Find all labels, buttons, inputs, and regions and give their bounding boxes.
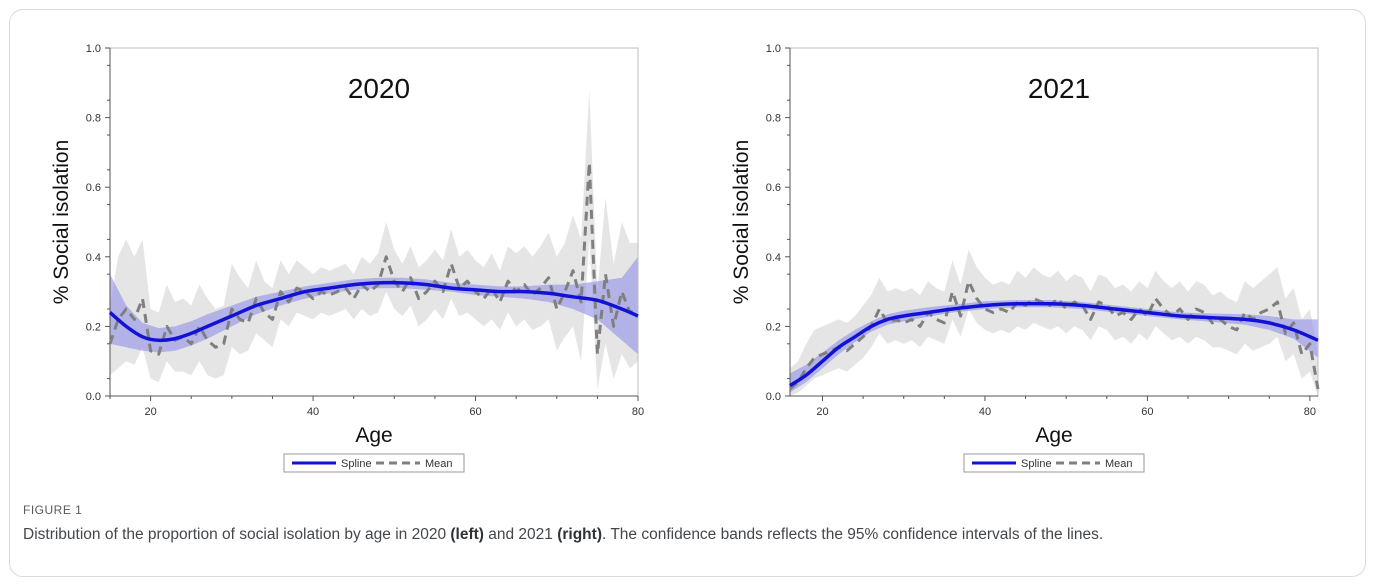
x-axis-label: Age [1035,424,1072,447]
spline-line [108,280,639,343]
figure-label: FIGURE 1 [23,503,83,517]
x-axis-label: Age [355,424,392,447]
x-tick-label: 40 [979,406,991,418]
caption-bold-right: (right) [557,526,602,543]
chart-2020: 0.0 0.2 0.4 0.6 0.8 1.0 20 40 60 80 2020 Age % Socia… [50,43,644,473]
chart-2021: 0.0 0.2 0.4 0.6 0.8 1.0 20 40 60 80 2021 Age % Socia… [730,43,1320,473]
legend-spline-label: Spline [1021,458,1052,470]
spline-line [789,301,1319,388]
x-tick-label: 20 [816,406,828,418]
y-tick-label: 0.4 [766,252,781,264]
legend-spline-label: Spline [341,458,372,470]
y-tick-label: 0.2 [766,321,781,333]
legend-box [963,453,1145,473]
caption-bold-left: (left) [450,526,484,543]
y-tick-label: 0.6 [86,182,101,194]
x-tick-label: 80 [1304,406,1316,418]
y-tick-label: 0.6 [766,182,781,194]
legend-mean-label: Mean [425,458,453,470]
y-tick-label: 0.8 [86,113,101,125]
y-tick-label: 0.8 [766,113,781,125]
x-tick-label: 20 [144,406,156,418]
legend-box [283,453,465,473]
x-tick-label: 80 [632,406,644,418]
x-tick-label: 60 [469,406,481,418]
caption-text-2: and 2021 [483,526,558,543]
mean-line [789,279,1320,391]
caption-text-3: . The confidence bands reflects the 95% … [601,526,1104,543]
chart-title: 2021 [1028,73,1090,104]
y-tick-label: 0.2 [86,321,101,333]
figure-caption: FIGURE 1 Distribution of the proportion … [23,503,1353,546]
y-tick-label: 1.0 [766,43,781,55]
mean-confidence-band [790,249,1318,396]
figure-caption-text: Distribution of the proportion of social… [23,523,1353,546]
legend-mean-label: Mean [1105,458,1133,470]
y-axis-label: % Social isolation [730,140,753,305]
chart-title: 2020 [348,73,410,104]
figure-frame: 0.0 0.2 0.4 0.6 0.8 1.0 20 40 60 80 2020 Age % Socia… [9,9,1366,577]
y-axis-label: % Social isolation [50,140,73,305]
y-tick-label: 0.4 [86,252,101,264]
y-tick-label: 1.0 [86,43,101,55]
y-tick-label: 0.0 [86,391,101,403]
x-tick-label: 40 [307,406,319,418]
x-tick-label: 60 [1141,406,1153,418]
spline-confidence-band [110,256,638,355]
y-tick-label: 0.0 [766,391,781,403]
caption-text-1: Distribution of the proportion of social… [23,526,451,543]
